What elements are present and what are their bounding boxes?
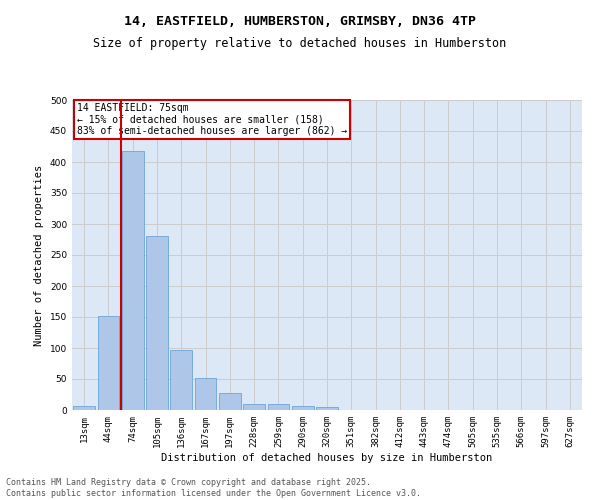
Bar xyxy=(243,404,265,410)
Bar xyxy=(146,236,168,410)
Text: Size of property relative to detached houses in Humberston: Size of property relative to detached ho… xyxy=(94,38,506,51)
Bar xyxy=(170,350,192,410)
Text: Contains HM Land Registry data © Crown copyright and database right 2025.
Contai: Contains HM Land Registry data © Crown c… xyxy=(6,478,421,498)
Bar xyxy=(219,392,241,410)
Bar xyxy=(316,407,338,410)
Bar xyxy=(97,316,119,410)
Text: 14, EASTFIELD, HUMBERSTON, GRIMSBY, DN36 4TP: 14, EASTFIELD, HUMBERSTON, GRIMSBY, DN36… xyxy=(124,15,476,28)
Y-axis label: Number of detached properties: Number of detached properties xyxy=(34,164,44,346)
X-axis label: Distribution of detached houses by size in Humberston: Distribution of detached houses by size … xyxy=(161,452,493,462)
Text: 14 EASTFIELD: 75sqm
← 15% of detached houses are smaller (158)
83% of semi-detac: 14 EASTFIELD: 75sqm ← 15% of detached ho… xyxy=(77,103,347,136)
Bar xyxy=(292,406,314,410)
Bar xyxy=(122,151,143,410)
Bar xyxy=(73,406,95,410)
Bar xyxy=(268,404,289,410)
Bar xyxy=(194,378,217,410)
